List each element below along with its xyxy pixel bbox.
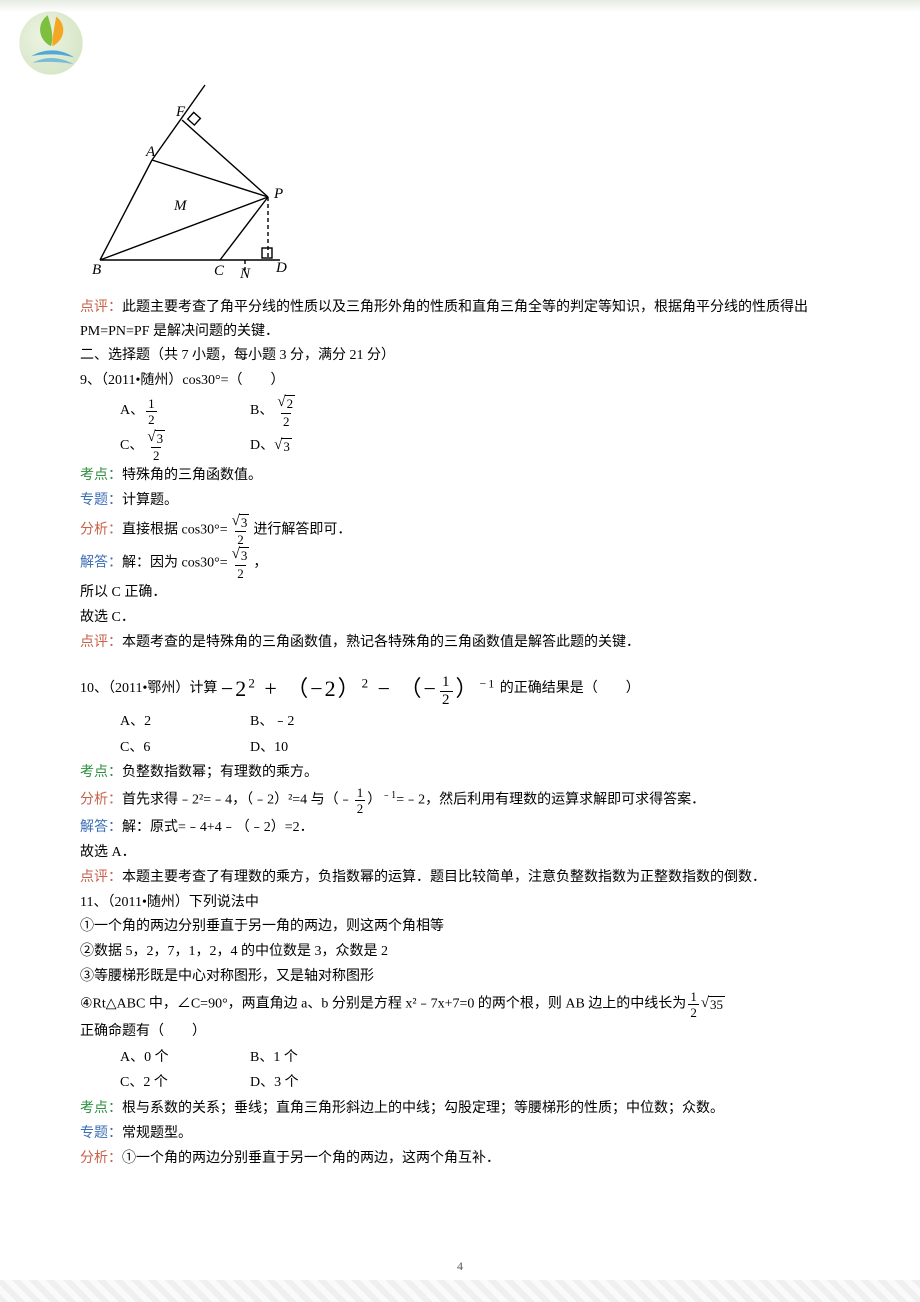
svg-text:P: P bbox=[273, 186, 283, 202]
svg-text:D: D bbox=[275, 260, 287, 276]
svg-text:N: N bbox=[239, 266, 251, 280]
section-2-header: 二、选择题（共 7 小题，每小题 3 分，满分 21 分） bbox=[80, 344, 860, 368]
svg-text:F: F bbox=[175, 104, 186, 120]
q11-stem: 11、（2011•随州）下列说法中 bbox=[80, 891, 860, 915]
q10-options: A、2 B、﹣2 C、6 D、10 bbox=[80, 710, 860, 760]
q8-comment: 点评：此题主要考查了角平分线的性质以及三角形外角的性质和直角三角全等的判定等知识… bbox=[80, 296, 860, 344]
q10-stem: 10、（2011•鄂州）计算 −22 + （−2）2 − （−12）−1 的正确… bbox=[80, 670, 860, 707]
svg-text:A: A bbox=[145, 144, 156, 160]
q9-stem: 9、（2011•随州）cos30°=（ ） bbox=[80, 369, 860, 393]
svg-text:M: M bbox=[173, 198, 188, 214]
q9-options: A、12 B、22 C、32 D、3 bbox=[80, 395, 860, 462]
svg-text:B: B bbox=[92, 262, 101, 278]
geometry-figure: A B C D F M N P bbox=[90, 80, 290, 280]
page-number: 4 bbox=[0, 1256, 920, 1276]
svg-text:C: C bbox=[214, 263, 225, 279]
logo bbox=[18, 10, 84, 76]
q11-options: A、0 个 B、1 个 C、2 个 D、3 个 bbox=[80, 1046, 860, 1096]
